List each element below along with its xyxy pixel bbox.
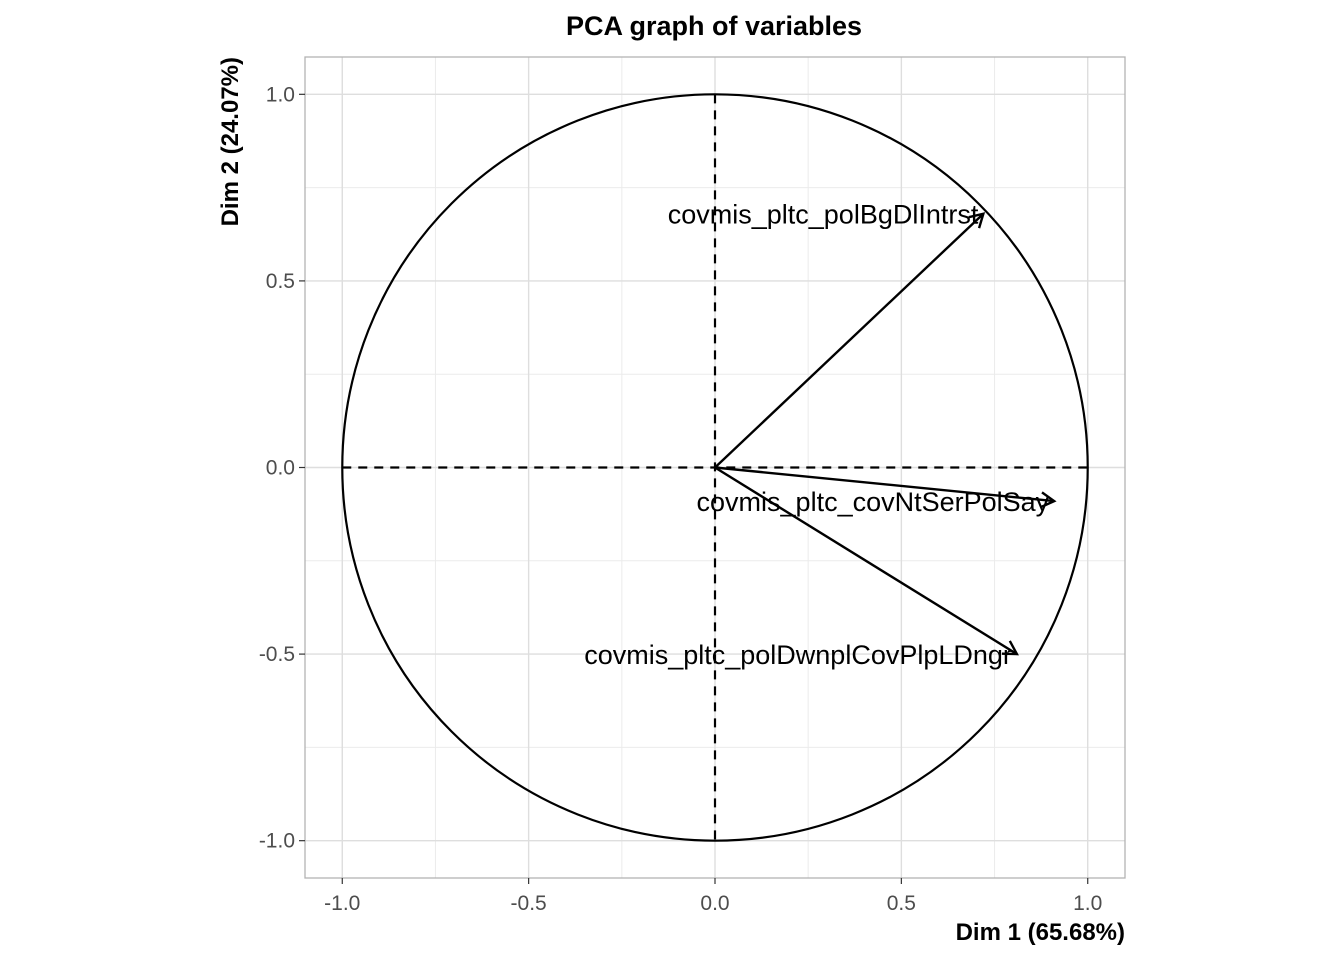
variable-arrowhead: [968, 212, 986, 229]
x-axis-title: Dim 1 (65.68%): [956, 919, 1125, 946]
y-axis-title: Dim 2 (24.07%): [217, 57, 244, 226]
variable-arrowhead: [1001, 640, 1019, 656]
x-tick-label: -1.0: [324, 892, 360, 915]
y-tick-label: 0.0: [266, 457, 295, 480]
variable-label: covmis_pltc_polBgDlIntrst: [668, 200, 979, 230]
variable-arrow: [714, 212, 985, 469]
x-tick-label: 0.5: [887, 892, 916, 915]
y-tick-label: -0.5: [259, 643, 295, 666]
y-tick-label: -1.0: [259, 830, 295, 853]
y-tick-label: 1.0: [266, 83, 295, 106]
y-axis-ticks: -1.0 -0.5 0.0 0.5 1.0: [259, 83, 305, 853]
plot-layer: covmis_pltc_polBgDlIntrst covmis_pltc_cov…: [341, 93, 1089, 842]
x-tick-label: 0.0: [700, 892, 729, 915]
variable-arrowhead: [1040, 491, 1057, 509]
variable-arrow: [714, 466, 1055, 503]
variable-label: covmis_pltc_polDwnplCovPlpLDngr: [584, 640, 1012, 670]
variable-label: covmis_pltc_covNtSerPolSay: [697, 487, 1050, 517]
variable-arrow: [714, 466, 1018, 656]
y-tick-label: 0.5: [266, 270, 295, 293]
x-tick-label: 1.0: [1073, 892, 1102, 915]
x-tick-label: -0.5: [511, 892, 547, 915]
chart-title: PCA graph of variables: [566, 11, 862, 41]
x-axis-ticks: -1.0 -0.5 0.0 0.5 1.0: [324, 878, 1102, 915]
